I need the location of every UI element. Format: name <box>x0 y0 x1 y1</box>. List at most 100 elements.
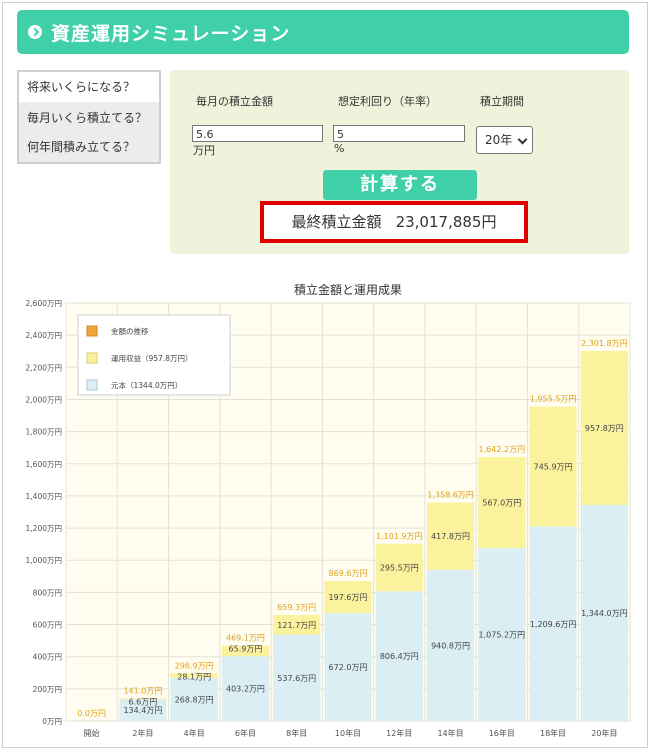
monthly-label: 毎月の積立金額 <box>196 95 273 108</box>
x-tick-label: 10年目 <box>335 728 361 738</box>
y-tick-label: 1,200万円 <box>26 524 62 533</box>
final-amount-value: 23,017,885円 <box>395 213 497 231</box>
return-label: 417.8万円 <box>431 532 470 541</box>
y-tick-label: 600万円 <box>33 621 62 630</box>
principal-label: 672.0万円 <box>329 663 368 672</box>
y-tick-label: 2,600万円 <box>26 299 62 308</box>
principal-label: 134.4万円 <box>123 706 162 715</box>
principal-label: 403.2万円 <box>226 685 265 694</box>
principal-label: 268.8万円 <box>175 695 214 704</box>
rate-input[interactable]: 5 <box>333 125 465 142</box>
principal-label: 1,344.0万円 <box>581 609 628 618</box>
x-tick-label: 14年目 <box>437 728 463 738</box>
legend-label: 金額の推移 <box>111 326 149 336</box>
tab-future-amount[interactable]: 将来いくらになる？ <box>19 72 159 102</box>
return-bar <box>375 543 423 592</box>
principal-bar <box>221 656 270 721</box>
y-tick-label: 1,800万円 <box>26 428 62 437</box>
x-tick-label: 6年目 <box>235 728 256 738</box>
chevron-right-icon <box>28 25 42 39</box>
return-label: 28.1万円 <box>177 672 211 681</box>
legend-label: 運用収益（957.8万円） <box>111 353 192 363</box>
x-tick-label: 20年目 <box>591 728 617 738</box>
app-title: 資産運用シミュレーション <box>51 23 291 45</box>
principal-bar <box>529 526 577 721</box>
principal-bar <box>580 504 628 721</box>
app-header: 資産運用シミュレーション <box>17 10 629 54</box>
return-bar <box>221 645 270 657</box>
return-bar <box>580 350 628 505</box>
monthly-amount-input[interactable]: 5.6 <box>192 125 323 142</box>
return-bar <box>119 698 167 700</box>
final-amount-box: 最終積立金額 23,017,885円 <box>260 201 528 243</box>
rate-unit: % <box>334 142 345 155</box>
y-tick-label: 1,400万円 <box>26 492 62 501</box>
return-label: 65.9万円 <box>229 645 263 654</box>
y-tick-label: 200万円 <box>33 685 62 694</box>
tab-years[interactable]: 何年間積み立てる？ <box>27 140 136 154</box>
x-tick-label: 開始 <box>84 728 100 738</box>
legend-swatch <box>86 379 98 391</box>
total-label: 659.3万円 <box>277 603 316 612</box>
y-tick-label: 0万円 <box>42 717 62 726</box>
principal-bar <box>273 634 321 721</box>
x-tick-label: 8年目 <box>286 728 307 738</box>
total-label: 296.9万円 <box>175 661 214 670</box>
return-bar <box>478 456 526 549</box>
principal-bar <box>426 569 475 721</box>
y-tick-label: 2,000万円 <box>26 395 62 404</box>
principal-label: 940.8万円 <box>431 641 470 650</box>
x-tick-label: 12年目 <box>386 728 412 738</box>
principal-bar <box>324 612 372 721</box>
total-label: 0.0万円 <box>77 709 106 718</box>
total-label: 1,955.5万円 <box>530 395 577 404</box>
y-tick-label: 1,000万円 <box>26 556 62 565</box>
principal-bar <box>119 699 167 721</box>
final-amount-label: 最終積立金額 <box>291 213 382 231</box>
return-label: 295.5万円 <box>380 564 419 573</box>
total-label: 1,358.6万円 <box>427 491 474 500</box>
return-label: 745.9万円 <box>534 463 573 472</box>
period-select[interactable]: 20年 <box>476 126 533 154</box>
legend-label: 元本（1344.0万円） <box>111 380 182 390</box>
total-label: 469.1万円 <box>226 634 265 643</box>
savings-chart: 積立金額と運用成果 0万円 200万円 400万円 600万円 800万円 1,000万円 1… <box>26 282 631 738</box>
tab-monthly-amount[interactable]: 毎月いくら積立てる？ <box>27 111 148 125</box>
chevron-down-icon <box>517 134 528 145</box>
principal-label: 537.6万円 <box>277 674 316 683</box>
principal-label: 1,209.6万円 <box>530 620 577 629</box>
principal-bar <box>170 677 218 721</box>
x-tick-label: 2年目 <box>132 728 153 738</box>
legend-swatch <box>86 325 98 337</box>
total-label: 1,642.2万円 <box>479 445 526 454</box>
return-bar <box>170 673 218 678</box>
total-label: 1,101.9万円 <box>376 532 423 541</box>
y-tick-label: 400万円 <box>33 653 62 662</box>
principal-bar <box>375 591 423 721</box>
y-tick-label: 1,600万円 <box>26 460 62 469</box>
y-tick-label: 2,200万円 <box>26 363 62 372</box>
period-select-value: 20年 <box>485 133 513 147</box>
return-bar <box>426 502 475 570</box>
x-tick-label: 4年目 <box>184 728 205 738</box>
principal-label: 1,075.2万円 <box>479 631 526 640</box>
period-label: 積立期間 <box>480 95 524 108</box>
x-tick-label: 16年目 <box>489 728 515 738</box>
legend-swatch <box>86 352 98 364</box>
return-bar <box>324 581 372 613</box>
x-tick-label: 18年目 <box>540 728 566 738</box>
return-label: 6.6万円 <box>129 697 158 706</box>
monthly-unit: 万円 <box>193 144 215 157</box>
y-tick-label: 800万円 <box>33 588 62 597</box>
total-label: 2,301.8万円 <box>581 339 628 348</box>
y-tick-label: 2,400万円 <box>26 331 62 340</box>
return-label: 567.0万円 <box>482 499 521 508</box>
mode-tabs: 将来いくらになる？ 毎月いくら積立てる？ 何年間積み立てる？ <box>17 70 161 164</box>
chart-title: 積立金額と運用成果 <box>294 282 402 297</box>
calculate-button[interactable]: 計算する <box>323 170 477 200</box>
return-bar <box>529 406 577 527</box>
return-bar <box>273 615 321 635</box>
return-label: 121.7万円 <box>277 621 316 630</box>
return-label: 197.6万円 <box>329 593 368 602</box>
total-label: 869.6万円 <box>329 569 368 578</box>
